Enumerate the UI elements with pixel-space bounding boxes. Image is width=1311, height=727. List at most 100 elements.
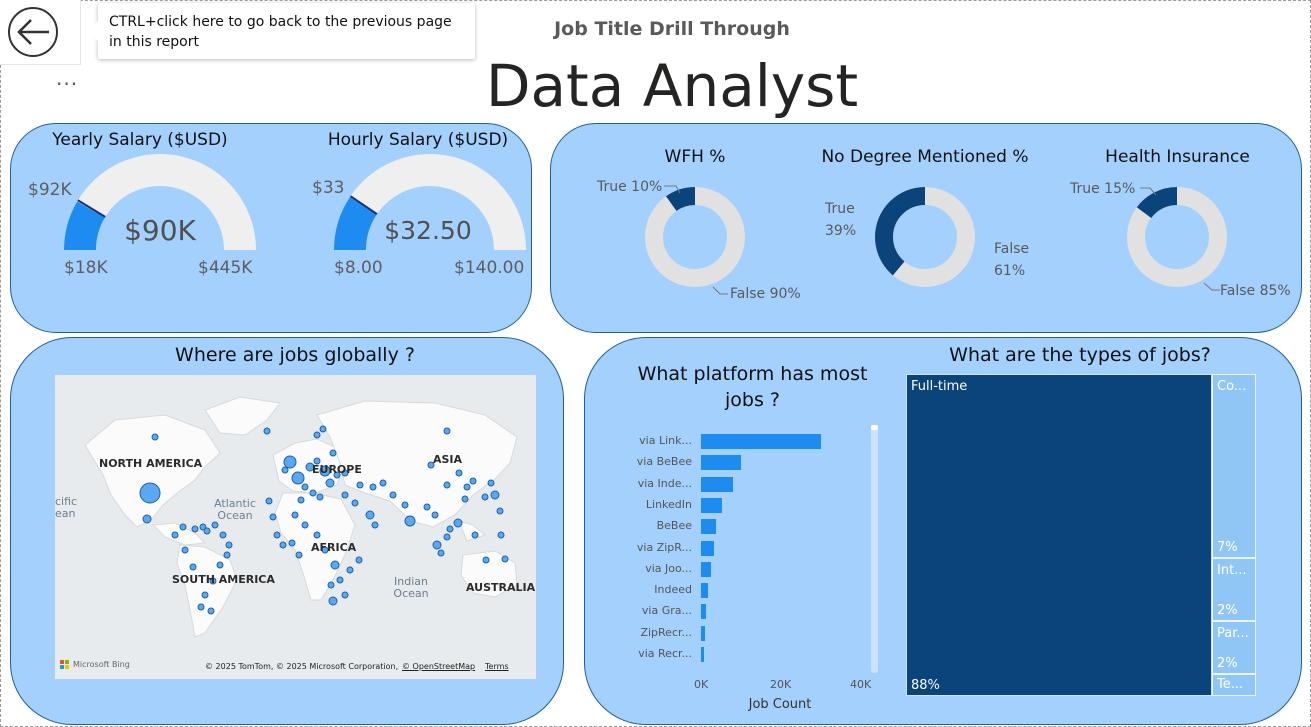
map-job-bubble[interactable] — [301, 521, 309, 529]
bar[interactable] — [701, 604, 707, 620]
back-button[interactable] — [0, 0, 81, 65]
map-job-bubble[interactable] — [496, 507, 504, 515]
map-job-bubble[interactable] — [463, 483, 471, 491]
bar[interactable] — [701, 540, 714, 556]
map-job-bubble[interactable] — [341, 469, 349, 477]
map-job-bubble[interactable] — [490, 490, 500, 500]
hourly-salary-gauge[interactable] — [325, 150, 535, 260]
map-job-bubble[interactable] — [427, 461, 435, 469]
map-job-bubble[interactable] — [341, 491, 349, 499]
map-job-bubble[interactable] — [189, 563, 197, 571]
map-job-bubble[interactable] — [203, 527, 211, 535]
more-options-icon[interactable]: ... — [56, 66, 79, 90]
map-job-bubble[interactable] — [305, 462, 315, 472]
bar[interactable] — [701, 434, 821, 449]
map-job-bubble[interactable] — [281, 466, 289, 474]
map-job-bubble[interactable] — [179, 523, 187, 531]
map-job-bubble[interactable] — [481, 493, 489, 501]
map-job-bubble[interactable] — [327, 581, 335, 589]
map-job-bubble[interactable] — [356, 481, 364, 489]
bar[interactable] — [701, 497, 722, 513]
map-job-bubble[interactable] — [369, 483, 377, 491]
map-job-bubble[interactable] — [333, 471, 341, 479]
yearly-salary-gauge[interactable] — [55, 150, 265, 260]
map-job-bubble[interactable] — [313, 457, 321, 465]
terms-link[interactable]: Terms — [485, 662, 509, 671]
map-job-bubble[interactable] — [365, 510, 375, 520]
map-job-bubble[interactable] — [431, 511, 439, 519]
map-job-bubble[interactable] — [171, 531, 179, 539]
map-job-bubble[interactable] — [316, 493, 324, 501]
map-job-bubble[interactable] — [319, 465, 331, 477]
world-map[interactable]: NORTH AMERICA EUROPE ASIA AFRICA SOUTH A… — [55, 375, 536, 679]
map-job-bubble[interactable] — [295, 551, 303, 559]
map-job-bubble[interactable] — [201, 591, 209, 599]
osm-link[interactable]: © OpenStreetMap — [402, 662, 476, 671]
treemap-temporary[interactable]: Te... — [1212, 674, 1256, 696]
map-job-bubble[interactable] — [325, 478, 335, 488]
bar[interactable] — [701, 625, 705, 641]
treemap-internship[interactable]: Int... 2% — [1212, 558, 1256, 621]
map-job-bubble[interactable] — [301, 483, 309, 491]
map-job-bubble[interactable] — [263, 427, 271, 435]
map-job-bubble[interactable] — [341, 591, 349, 599]
health-insurance-donut[interactable] — [1122, 182, 1232, 292]
map-job-bubble[interactable] — [309, 489, 317, 497]
map-job-bubble[interactable] — [329, 449, 337, 457]
map-job-bubble[interactable] — [501, 555, 509, 563]
map-job-bubble[interactable] — [455, 469, 463, 477]
map-job-bubble[interactable] — [446, 525, 454, 533]
map-job-bubble[interactable] — [181, 546, 189, 554]
map-job-bubble[interactable] — [219, 531, 227, 539]
map-job-bubble[interactable] — [371, 521, 379, 529]
map-job-bubble[interactable] — [336, 576, 344, 584]
map-job-bubble[interactable] — [351, 499, 359, 507]
map-job-bubble[interactable] — [207, 607, 215, 615]
map-job-bubble[interactable] — [471, 531, 479, 539]
map-job-bubble[interactable] — [223, 551, 231, 559]
map-job-bubble[interactable] — [443, 427, 451, 435]
bar[interactable] — [701, 455, 741, 471]
chart-scrollbar[interactable] — [871, 425, 878, 673]
bar[interactable] — [701, 519, 717, 535]
no-degree-donut[interactable] — [870, 182, 980, 292]
bar[interactable] — [701, 476, 733, 492]
scrollbar-thumb[interactable] — [871, 425, 878, 430]
job-types-treemap[interactable]: Full-time 88% Co... 7% Int... 2% Par... … — [906, 374, 1256, 696]
treemap-full-time[interactable]: Full-time 88% — [906, 374, 1212, 696]
map-job-bubble[interactable] — [432, 540, 442, 550]
map-job-bubble[interactable] — [288, 539, 296, 547]
map-job-bubble[interactable] — [330, 560, 340, 570]
map-job-bubble[interactable] — [291, 471, 305, 485]
map-job-bubble[interactable] — [199, 523, 207, 531]
map-job-bubble[interactable] — [191, 525, 199, 533]
map-job-bubble[interactable] — [346, 566, 354, 574]
treemap-contractor[interactable]: Co... 7% — [1212, 374, 1256, 558]
map-job-bubble[interactable] — [283, 455, 297, 469]
map-job-bubble[interactable] — [401, 501, 409, 509]
map-job-bubble[interactable] — [437, 549, 445, 557]
map-job-bubble[interactable] — [197, 603, 205, 611]
map-job-bubble[interactable] — [142, 514, 152, 524]
bar[interactable] — [701, 561, 711, 577]
map-job-bubble[interactable] — [313, 531, 321, 539]
map-job-bubble[interactable] — [211, 521, 219, 529]
map-job-bubble[interactable] — [469, 477, 477, 485]
bar[interactable] — [701, 583, 708, 599]
map-job-bubble[interactable] — [273, 531, 281, 539]
map-job-bubble[interactable] — [313, 431, 321, 439]
map-job-bubble[interactable] — [461, 495, 469, 503]
map-job-bubble[interactable] — [328, 596, 338, 606]
map-job-bubble[interactable] — [319, 425, 327, 433]
map-job-bubble[interactable] — [443, 533, 451, 541]
map-job-bubble[interactable] — [379, 479, 387, 487]
map-job-bubble[interactable] — [423, 503, 431, 511]
map-job-bubble[interactable] — [297, 496, 305, 504]
map-job-bubble[interactable] — [389, 491, 397, 499]
treemap-part-time[interactable]: Par... 2% — [1212, 621, 1256, 674]
map-job-bubble[interactable] — [225, 541, 233, 549]
bar[interactable] — [701, 647, 705, 662]
map-job-bubble[interactable] — [497, 531, 505, 539]
map-job-bubble[interactable] — [443, 481, 451, 489]
map-job-bubble[interactable] — [355, 556, 363, 564]
